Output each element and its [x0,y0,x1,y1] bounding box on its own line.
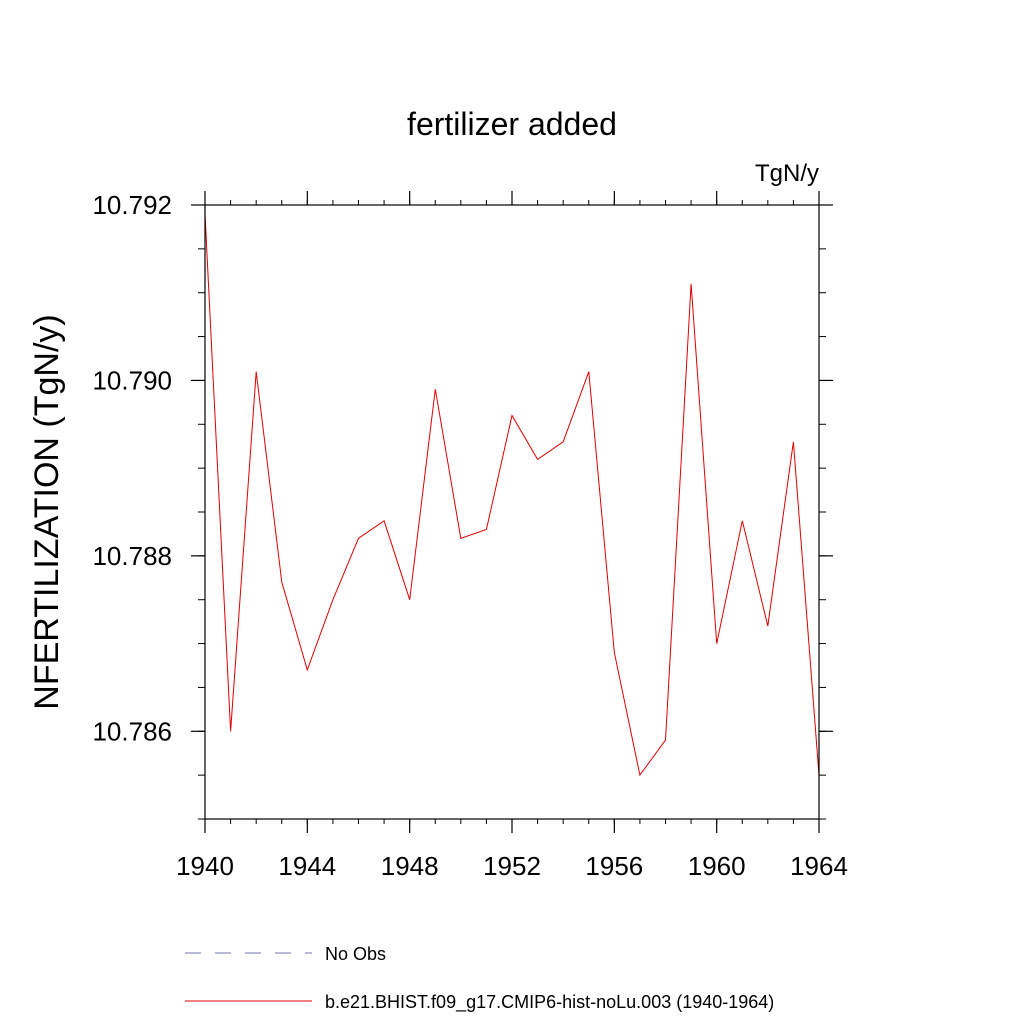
legend: No Obs b.e21.BHIST.f09_g17.CMIP6-hist-noL… [185,944,774,1013]
series-layer [204,213,820,777]
series-line [204,213,820,777]
legend-label: No Obs [325,944,386,964]
x-tick-label: 1960 [688,851,746,881]
tick-labels: 1940 1944 1948 1952 1956 1960 1964 10.786 10.788… [92,190,847,881]
x-tick-label: 1956 [585,851,643,881]
x-tick-label: 1964 [790,851,848,881]
y-tick-label: 10.792 [92,190,172,220]
units-label: TgN/y [755,160,819,187]
x-tick-label: 1952 [483,851,541,881]
x-tick-label: 1944 [278,851,336,881]
y-axis-label: NFERTILIZATION (TgN/y) [28,314,66,709]
legend-label: b.e21.BHIST.f09_g17.CMIP6-hist-noLu.003 … [325,992,774,1013]
y-tick-label: 10.786 [92,716,172,746]
y-tick-label: 10.788 [92,541,172,571]
x-tick-label: 1940 [176,851,234,881]
plot-frame [204,204,820,820]
chart-title: fertilizer added [407,106,617,142]
y-tick-label: 10.790 [92,365,172,395]
x-tick-label: 1948 [381,851,439,881]
axis-ticks [191,191,833,833]
